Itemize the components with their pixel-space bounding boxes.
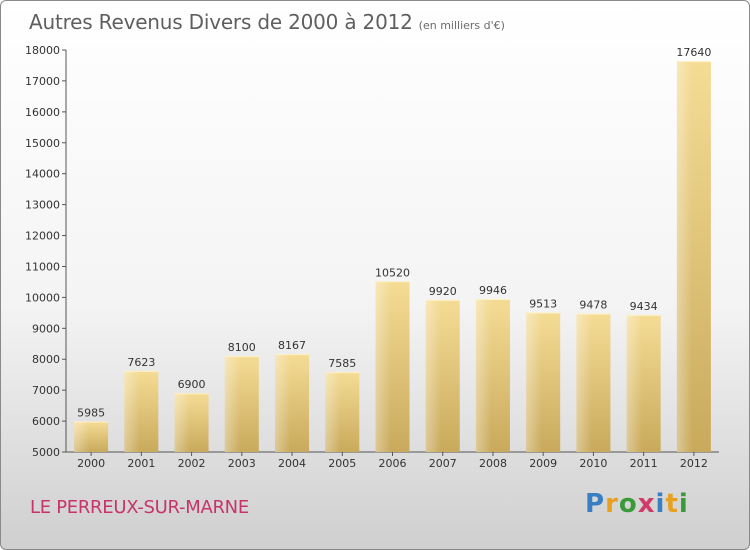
y-tick-label: 17000 (25, 75, 60, 88)
bar-value-label: 5985 (77, 407, 105, 420)
logo-letter: r (605, 489, 619, 519)
logo-letter: i (655, 489, 666, 519)
y-tick-label: 7000 (32, 384, 60, 397)
bar-highlight (475, 299, 492, 452)
y-tick-label: 11000 (25, 260, 60, 273)
bar-highlight (325, 372, 341, 452)
bar-layer: 5985 7623 6900 8100 8167 7585 10520 9920 9946 951… (74, 46, 711, 452)
y-tick-label: 13000 (25, 199, 60, 212)
y-tick-label: 12000 (25, 230, 60, 243)
logo-letter: P (585, 489, 606, 519)
bar-value-label: 10520 (375, 266, 410, 279)
bar-value-label: 7623 (127, 356, 155, 369)
x-tick-label: 2007 (429, 457, 457, 470)
bar-highlight (74, 421, 90, 452)
bar-value-label: 9920 (429, 285, 457, 298)
bar-highlight (526, 312, 542, 452)
logo-letter: t (665, 489, 679, 519)
x-tick-label: 2000 (77, 457, 105, 470)
bar-value-label: 8167 (278, 339, 306, 352)
y-tick-label: 14000 (25, 168, 60, 181)
bar-highlight (224, 356, 241, 452)
bar-value-label: 9946 (479, 284, 507, 297)
bar-highlight (676, 61, 693, 452)
x-tick-label: 2006 (379, 457, 407, 470)
bar-highlight (174, 393, 190, 452)
bar-value-label: 9513 (529, 297, 557, 310)
bar-highlight (576, 313, 592, 452)
x-tick-label: 2008 (479, 457, 507, 470)
bar-highlight (626, 314, 642, 452)
y-tick-label: 10000 (25, 291, 60, 304)
logo-letter: i (678, 489, 689, 519)
logo-letter: o (618, 489, 638, 519)
x-tick-label: 2001 (127, 457, 155, 470)
axis-layer: 5000 6000 7000 8000 9000 10000 11000 12000 13000… (25, 44, 719, 470)
proxiti-logo: Proxiti (585, 489, 689, 519)
chart-subtitle: (en milliers d'€) (418, 19, 505, 32)
x-tick-label: 2009 (529, 457, 557, 470)
y-tick-label: 5000 (32, 446, 60, 459)
bar-highlight (425, 299, 442, 452)
y-tick-label: 16000 (25, 106, 60, 119)
x-tick-label: 2012 (680, 457, 708, 470)
bar-value-label: 7585 (328, 357, 356, 370)
bar-value-label: 8100 (228, 341, 256, 354)
bar-value-label: 17640 (676, 46, 711, 59)
x-tick-label: 2011 (630, 457, 658, 470)
x-tick-label: 2002 (178, 457, 206, 470)
x-tick-label: 2010 (579, 457, 607, 470)
logo-letter: x (637, 489, 656, 519)
y-tick-label: 9000 (32, 322, 60, 335)
y-tick-label: 6000 (32, 415, 60, 428)
bar-highlight (375, 281, 391, 452)
bar-value-label: 6900 (178, 378, 206, 391)
y-tick-label: 15000 (25, 137, 60, 150)
bar-highlight (275, 354, 291, 452)
x-tick-label: 2004 (278, 457, 306, 470)
chart-title: Autres Revenus Divers de 2000 à 2012 (en … (29, 10, 505, 34)
bar-highlight (124, 370, 140, 452)
y-tick-label: 8000 (32, 353, 60, 366)
x-tick-label: 2003 (228, 457, 256, 470)
x-tick-label: 2005 (328, 457, 356, 470)
title-text: Autres Revenus Divers de 2000 à 2012 (29, 10, 413, 34)
town-name: LE PERREUX-SUR-MARNE (30, 497, 249, 518)
bar-value-label: 9434 (630, 300, 658, 313)
y-tick-label: 18000 (25, 44, 60, 57)
bar-value-label: 9478 (579, 299, 607, 312)
